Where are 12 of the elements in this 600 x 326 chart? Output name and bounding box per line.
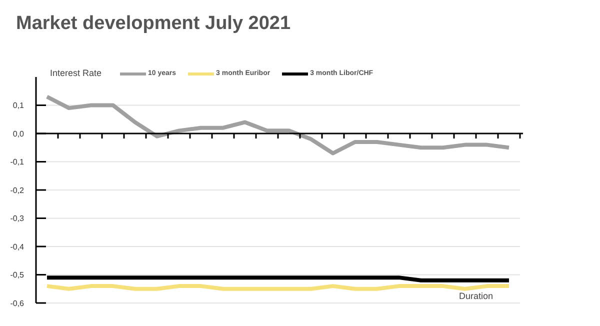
y-tick-label: -0,2	[10, 186, 25, 195]
y-tick-label: -0,1	[10, 158, 25, 167]
y-tick-label: 0,1	[12, 101, 25, 110]
x-axis-title: Duration	[459, 291, 494, 301]
y-tick-label: -0,5	[10, 270, 25, 280]
line-series	[45, 94, 511, 156]
y-tick-label: 0,0	[12, 129, 25, 138]
chart-title: Market development July 2021	[16, 13, 291, 35]
y-tick-label: -0,3	[10, 214, 25, 224]
y-tick-label: -0,6	[10, 298, 25, 308]
y-tick-label: -0,4	[10, 242, 25, 252]
y-axis-title: Interest Rate	[50, 68, 102, 78]
